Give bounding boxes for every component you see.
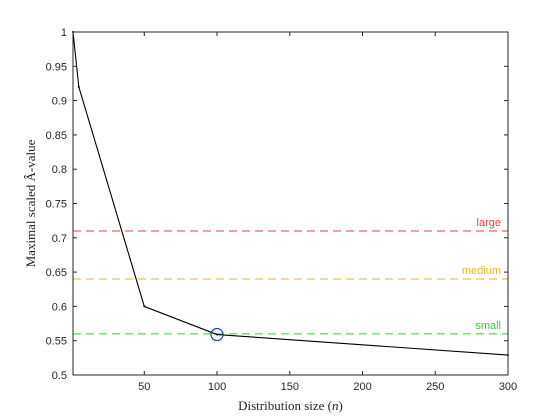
x-tick-label: 250 — [426, 381, 444, 393]
x-axis-title-before: Distribution size ( — [238, 398, 332, 413]
series-line — [72, 31, 509, 356]
highlight-layer — [210, 327, 224, 342]
y-tick-label: 0.8 — [52, 164, 67, 176]
data-point — [77, 85, 80, 88]
y-tick-label: 0.85 — [46, 130, 67, 142]
y-tick-label: 0.75 — [46, 199, 67, 211]
x-tick-label: 300 — [499, 381, 517, 393]
y-tick-label: 0.7 — [52, 233, 67, 245]
data-point — [143, 305, 146, 308]
y-axis-ticks: 0.5 0.55 0.6 0.65 0.7 0.75 0.8 0.85 0.9 0.95 1 — [46, 27, 508, 382]
x-tick-label: 150 — [281, 381, 299, 393]
reference-label-large: large — [477, 217, 501, 229]
series-layer — [72, 31, 509, 357]
y-axis-title: Maximal scaled Â-value — [23, 139, 38, 267]
y-tick-label: 1 — [61, 27, 67, 39]
highlight-marker — [210, 327, 224, 342]
y-tick-label: 0.65 — [46, 267, 67, 279]
x-tick-label: 100 — [208, 381, 226, 393]
y-tick-label: 0.5 — [52, 370, 67, 382]
reference-label-medium: medium — [462, 265, 501, 277]
y-tick-label: 0.9 — [52, 96, 67, 108]
x-axis-title-var: n — [332, 398, 339, 413]
plot-frame — [72, 31, 509, 376]
reference-lines: large medium small — [73, 217, 508, 335]
x-axis-ticks: 50 100 150 200 250 300 — [138, 32, 517, 393]
data-point — [216, 333, 219, 336]
x-tick-label: 50 — [138, 381, 150, 393]
x-tick-label: 200 — [353, 381, 371, 393]
y-tick-label: 0.6 — [52, 301, 67, 313]
x-axis-title: Distribution size (n) — [238, 398, 343, 413]
y-tick-label: 0.55 — [46, 336, 67, 348]
reference-label-small: small — [475, 320, 501, 332]
y-tick-label: 0.95 — [46, 61, 67, 73]
x-axis-title-after: ) — [339, 398, 343, 413]
